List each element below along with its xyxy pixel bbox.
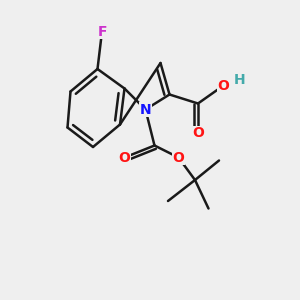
Text: O: O xyxy=(192,127,204,140)
Text: H: H xyxy=(234,73,246,86)
Text: O: O xyxy=(118,151,130,164)
Text: O: O xyxy=(172,151,184,164)
Text: F: F xyxy=(97,25,107,38)
Text: O: O xyxy=(218,79,230,92)
Text: N: N xyxy=(140,103,151,116)
